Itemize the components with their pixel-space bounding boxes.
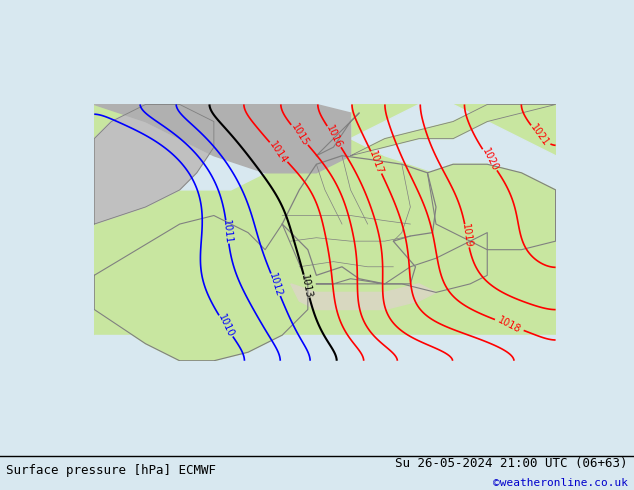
Text: 1021: 1021 <box>528 122 551 148</box>
Polygon shape <box>351 104 555 156</box>
Polygon shape <box>94 104 351 173</box>
Polygon shape <box>282 156 436 284</box>
Text: 1011: 1011 <box>221 220 233 245</box>
Text: 1019: 1019 <box>460 223 474 248</box>
Polygon shape <box>316 233 488 293</box>
Polygon shape <box>94 216 308 361</box>
Polygon shape <box>94 104 214 224</box>
Text: 1012: 1012 <box>268 271 284 298</box>
Polygon shape <box>94 104 351 190</box>
Polygon shape <box>9 156 77 216</box>
Text: 1014: 1014 <box>268 139 289 165</box>
Text: 1016: 1016 <box>325 123 344 150</box>
Polygon shape <box>351 104 555 190</box>
Text: 1013: 1013 <box>299 273 314 299</box>
Text: ©weatheronline.co.uk: ©weatheronline.co.uk <box>493 478 628 488</box>
Polygon shape <box>291 284 436 310</box>
Text: 1015: 1015 <box>289 122 310 148</box>
Polygon shape <box>316 113 359 156</box>
Text: Su 26-05-2024 21:00 UTC (06+63): Su 26-05-2024 21:00 UTC (06+63) <box>395 457 628 469</box>
Text: 1020: 1020 <box>480 147 500 173</box>
Text: 1017: 1017 <box>368 149 385 176</box>
Text: Surface pressure [hPa] ECMWF: Surface pressure [hPa] ECMWF <box>6 464 216 477</box>
Text: 1018: 1018 <box>496 315 522 335</box>
Polygon shape <box>94 335 555 361</box>
Text: 1010: 1010 <box>216 313 236 339</box>
Polygon shape <box>427 164 555 250</box>
